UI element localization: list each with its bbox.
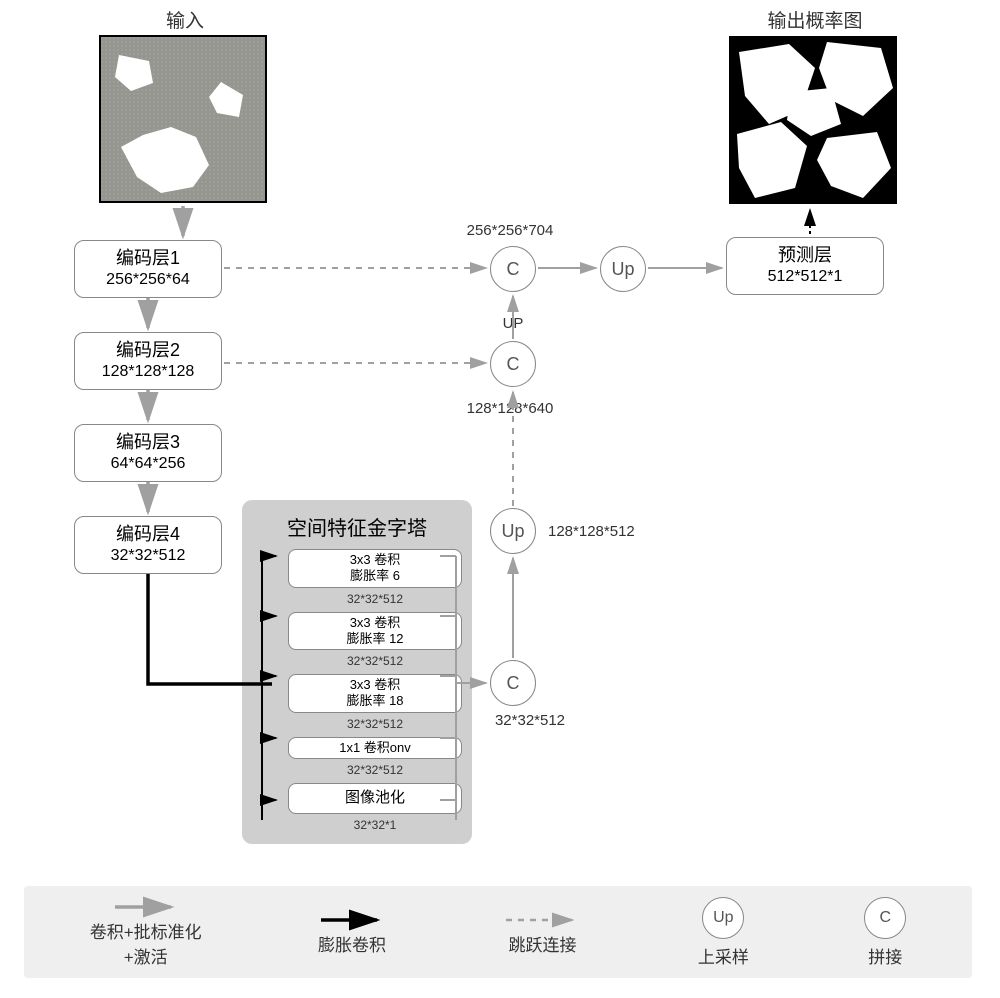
legend-up: Up 上采样 [698,897,749,968]
pyramid-title: 空间特征金字塔 [252,512,462,541]
encoder-2: 编码层2 128*128*128 [74,332,222,390]
pyramid-block: 空间特征金字塔 3x3 卷积 膨胀率 6 32*32*512 3x3 卷积 膨胀… [242,500,472,844]
legend-conv-l2: +激活 [124,943,168,968]
diagram-canvas: 输入 输出概率图 编码层1 256*256*64 编码层2 128*128*12… [0,0,1000,998]
pyr-0-dim: 32*32*512 [288,592,462,606]
output-image [729,36,897,204]
encoder-3-dim: 64*64*256 [79,454,217,475]
legend-conv-l1: 卷积+批标准化 [90,918,202,943]
prediction-dim: 512*512*1 [731,267,879,288]
dim-c3: 32*32*512 [480,712,580,729]
pyr-box-3: 1x1 卷积onv [288,737,462,759]
legend-concat-l1: 拼接 [868,943,902,968]
up-circle-icon: Up [702,897,744,939]
pyr-3-l1: 1x1 卷积onv [293,740,457,756]
pyr-0-l1: 3x3 卷积 [293,552,457,568]
input-image [99,35,267,203]
encoder-1-title: 编码层1 [79,247,217,270]
encoder-4: 编码层4 32*32*512 [74,516,222,574]
prediction-title: 预测层 [731,244,879,267]
legend-dilated: 膨胀卷积 [317,909,387,956]
pyr-4-dim: 32*32*1 [288,818,462,832]
legend-conv: 卷积+批标准化 +激活 [90,896,202,968]
pyr-1-l1: 3x3 卷积 [293,615,457,631]
pyr-3-dim: 32*32*512 [288,763,462,777]
legend: 卷积+批标准化 +激活 膨胀卷积 跳跃连接 Up 上采样 C 拼接 [24,886,972,978]
pyr-1-dim: 32*32*512 [288,654,462,668]
concat-c3: C [490,660,536,706]
encoder-4-title: 编码层4 [79,523,217,546]
dashed-arrow-icon [502,909,582,931]
encoder-1: 编码层1 256*256*64 [74,240,222,298]
dim-up1: 128*128*512 [548,523,688,540]
input-image-svg [101,37,265,201]
concat-c2: C [490,341,536,387]
legend-dilated-l1: 膨胀卷积 [318,931,386,956]
pyr-box-4: 图像池化 [288,783,462,814]
dim-c2: 128*128*640 [440,400,580,417]
output-image-svg [731,38,895,202]
encoder-2-title: 编码层2 [79,339,217,362]
dim-c1: 256*256*704 [440,222,580,239]
pyr-2-l2: 膨胀率 18 [293,693,457,709]
prediction-layer: 预测层 512*512*1 [726,237,884,295]
pyr-box-0: 3x3 卷积 膨胀率 6 [288,549,462,588]
input-title: 输入 [140,6,230,33]
legend-concat: C 拼接 [864,897,906,968]
gray-arrow-icon [111,896,181,918]
concat-c1: C [490,246,536,292]
pyr-0-l2: 膨胀率 6 [293,568,457,584]
up-text: UP [498,315,528,332]
legend-skip-l1: 跳跃连接 [508,931,576,956]
upsample-top: Up [600,246,646,292]
encoder-1-dim: 256*256*64 [79,270,217,291]
legend-up-l1: 上采样 [698,943,749,968]
pyr-box-2: 3x3 卷积 膨胀率 18 [288,674,462,713]
pyr-box-1: 3x3 卷积 膨胀率 12 [288,612,462,651]
legend-skip: 跳跃连接 [502,909,582,956]
pyr-1-l2: 膨胀率 12 [293,631,457,647]
encoder-4-dim: 32*32*512 [79,546,217,567]
upsample-1: Up [490,508,536,554]
encoder-2-dim: 128*128*128 [79,362,217,383]
encoder-3: 编码层3 64*64*256 [74,424,222,482]
output-title: 输出概率图 [740,6,890,33]
pyr-4-l1: 图像池化 [294,789,456,808]
pyr-2-dim: 32*32*512 [288,717,462,731]
encoder-3-title: 编码层3 [79,431,217,454]
pyr-2-l1: 3x3 卷积 [293,677,457,693]
black-arrow-icon [317,909,387,931]
c-circle-icon: C [864,897,906,939]
